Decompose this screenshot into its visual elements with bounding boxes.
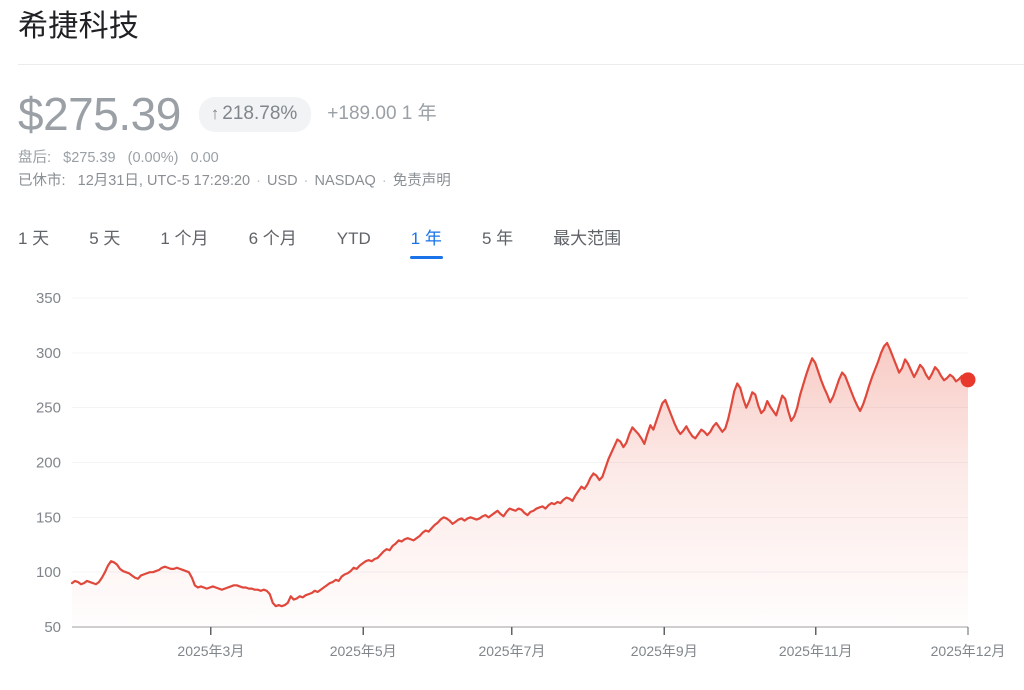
- range-tab-label: 6 个月: [248, 229, 297, 248]
- afterhours-label: 盘后:: [18, 150, 52, 166]
- change-absolute-group: +189.00 1 年: [327, 102, 436, 126]
- change-percent-value: 218.78%: [222, 102, 298, 124]
- exchange-label: NASDAQ: [314, 173, 376, 189]
- x-axis-tick-label: 2025年9月: [631, 643, 698, 659]
- range-tab-label: 1 个月: [160, 229, 209, 248]
- range-tab-4[interactable]: YTD: [337, 227, 371, 260]
- range-tab-2[interactable]: 1 个月: [160, 227, 208, 260]
- y-axis-tick-label: 250: [36, 400, 61, 417]
- range-tab-bar: 1 天 5 天 1 个月 6 个月 YTD 1 年 5 年 最大范围: [18, 224, 621, 260]
- page-title: 希捷科技: [18, 10, 140, 43]
- range-tab-label: 1 天: [18, 229, 50, 248]
- range-tab-label: 1 年: [410, 229, 442, 248]
- afterhours-change: 0.00: [190, 150, 219, 166]
- chart-line: [70, 341, 970, 608]
- range-tab-label: 5 年: [481, 229, 514, 248]
- market-status-row: 已休市: 12月31日, UTC-5 17:29:20 · USD · NASD…: [18, 170, 451, 192]
- afterhours-percent: (0.00%): [127, 150, 179, 166]
- y-axis-tick-label: 300: [36, 345, 61, 362]
- y-axis-tick-label: 200: [36, 455, 61, 472]
- x-axis-tick-label: 2025年5月: [330, 643, 397, 659]
- market-time: 12月31日, UTC-5 17:29:20: [77, 173, 251, 189]
- chart-x-axis-labels: 2025年3月 2025年5月 2025年7月 2025年9月 2025年11月 2025…: [177, 643, 1005, 659]
- y-axis-tick-label: 50: [44, 619, 61, 636]
- header-divider: [18, 64, 1024, 65]
- chart-y-axis-labels: 50 100 150 200 250 300 350: [36, 290, 61, 636]
- range-tab-label: 5 天: [89, 229, 121, 248]
- x-axis-tick-label: 2025年7月: [478, 643, 545, 659]
- x-axis-tick-label: 2025年12月: [931, 643, 1006, 659]
- chart-area-fill: [72, 342, 968, 627]
- separator-dot-1: ·: [256, 173, 261, 189]
- range-tab-7[interactable]: 最大范围: [553, 227, 621, 260]
- separator-dot-3: ·: [381, 173, 387, 189]
- current-price: $275.39: [18, 88, 181, 140]
- y-axis-tick-label: 100: [36, 564, 61, 581]
- arrow-up-icon: ↑: [210, 104, 220, 123]
- market-status-label: 已休市:: [18, 173, 66, 189]
- range-tab-label: 最大范围: [553, 229, 622, 248]
- disclaimer-link[interactable]: 免责声明: [392, 173, 451, 189]
- currency-label: USD: [267, 173, 298, 189]
- y-axis-tick-label: 150: [36, 509, 61, 526]
- quote-primary-row: $275.39 ↑ 218.78% +189.00 1 年: [18, 88, 451, 140]
- price-chart[interactable]: 50 100 150 200 250 300 350 2025年3月 2025年5月 2025年…: [0, 278, 1024, 678]
- change-period-label: 1 年: [401, 103, 437, 124]
- separator-dot-2: ·: [303, 173, 309, 189]
- range-tab-3[interactable]: 6 个月: [249, 227, 297, 260]
- quote-block: $275.39 ↑ 218.78% +189.00 1 年 盘后: $275.3…: [18, 88, 451, 192]
- y-axis-tick-label: 350: [36, 290, 61, 307]
- afterhours-price: $275.39: [63, 150, 116, 166]
- chart-x-axis: [210, 627, 969, 635]
- x-axis-tick-label: 2025年3月: [177, 643, 244, 659]
- range-tab-label: YTD: [336, 229, 371, 248]
- change-percent-badge: ↑ 218.78%: [198, 96, 312, 132]
- range-tab-1[interactable]: 5 天: [89, 227, 120, 260]
- change-absolute-value: +189.00: [327, 103, 397, 124]
- range-tab-0[interactable]: 1 天: [18, 227, 49, 260]
- afterhours-row: 盘后: $275.39 (0.00%) 0.00: [18, 147, 451, 169]
- last-price-marker: [960, 372, 976, 388]
- range-tab-5[interactable]: 1 年: [409, 227, 444, 260]
- x-axis-tick-label: 2025年11月: [779, 643, 853, 659]
- range-tab-6[interactable]: 5 年: [482, 227, 513, 260]
